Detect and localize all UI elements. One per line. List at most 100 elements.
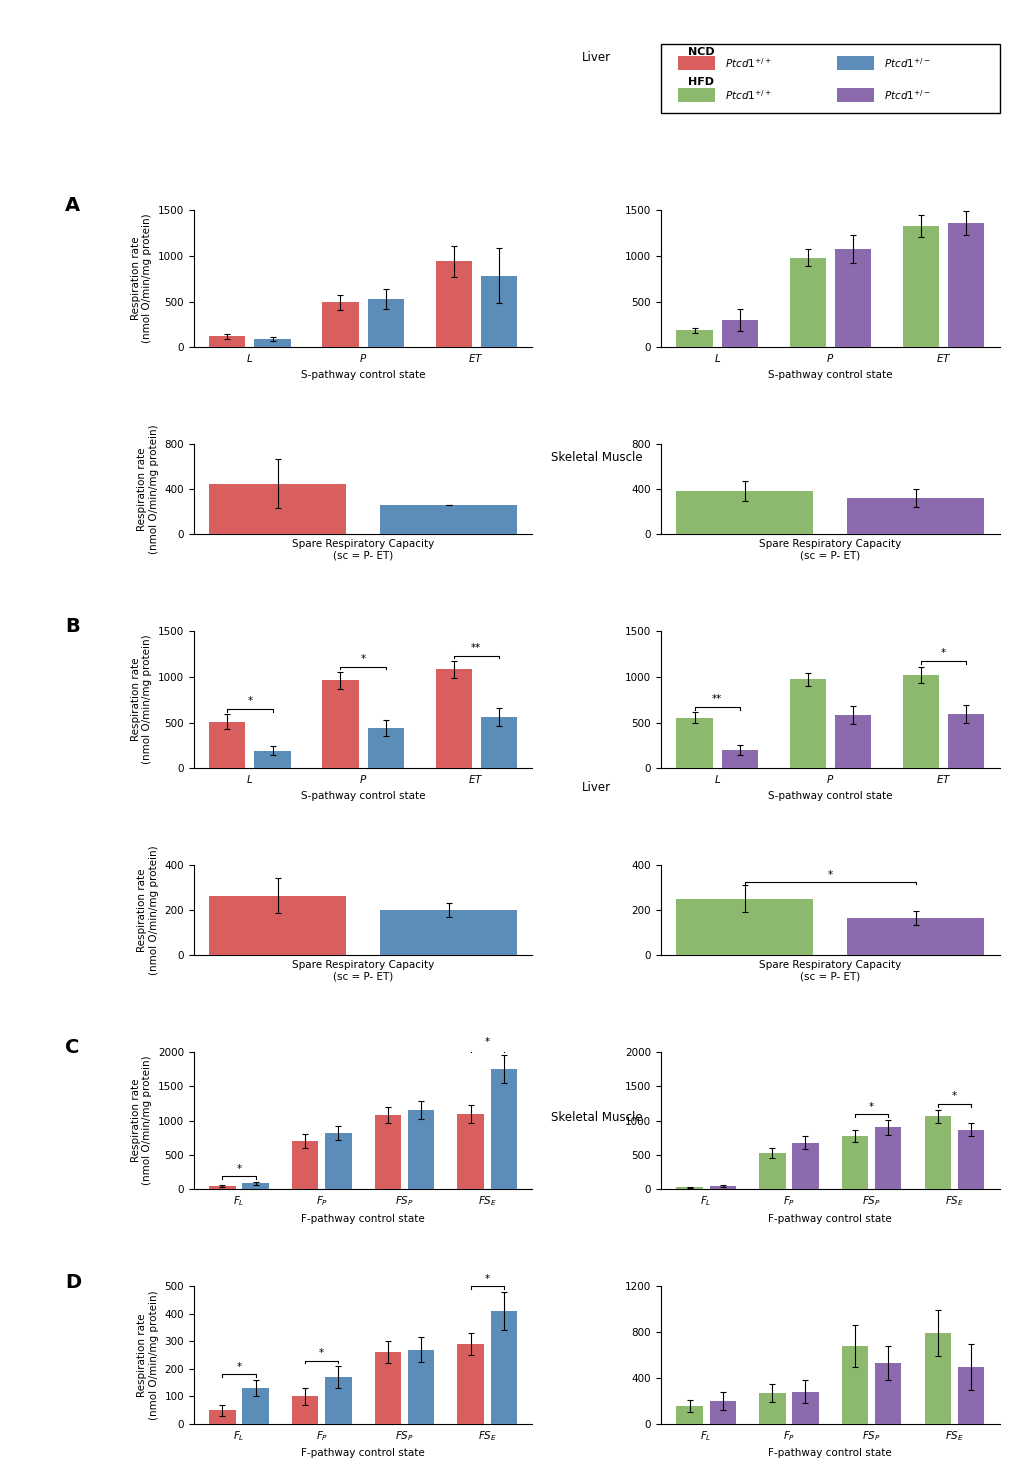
Text: $\it{Ptcd1^{+/-}}$: $\it{Ptcd1^{+/-}}$ [883,56,930,70]
Text: *: * [360,653,365,664]
X-axis label: S-pathway control state: S-pathway control state [301,791,425,802]
Bar [291,1396,318,1424]
Text: Liver: Liver [582,781,610,794]
Bar [676,898,812,954]
Text: C: C [65,1038,79,1057]
Bar [209,1186,235,1189]
Bar [490,1311,517,1424]
X-axis label: S-pathway control state: S-pathway control state [767,370,892,380]
Bar [325,1377,352,1424]
Text: A: A [65,197,81,214]
Text: Liver: Liver [582,51,610,65]
Bar [243,1389,268,1424]
Bar [325,1133,352,1189]
Bar [380,505,517,534]
Bar [676,492,812,534]
Text: B: B [65,617,79,636]
Text: *: * [236,1362,242,1371]
Bar [721,750,757,768]
Bar [457,1345,483,1424]
X-axis label: Spare Respiratory Capacity
(sc = P- ET): Spare Respiratory Capacity (sc = P- ET) [758,960,901,982]
Bar [435,669,471,768]
Bar [792,1142,818,1189]
Bar [847,918,983,954]
Y-axis label: Respiration rate
(nmol O/min/mg protein): Respiration rate (nmol O/min/mg protein) [138,424,159,553]
Text: *: * [484,1274,489,1283]
Bar [924,1333,950,1424]
Bar [254,750,290,768]
Bar [457,1114,483,1189]
Text: *: * [868,1101,873,1111]
Bar [380,910,517,954]
Bar [957,1367,983,1424]
Bar [841,1346,867,1424]
Bar [678,88,714,101]
X-axis label: F-pathway control state: F-pathway control state [767,1447,892,1458]
Y-axis label: Respiration rate
(nmol O/min/mg protein): Respiration rate (nmol O/min/mg protein) [138,846,159,975]
Bar [902,675,938,768]
Bar [676,1406,702,1424]
Bar [758,1393,785,1424]
Y-axis label: Respiration rate
(nmol O/min/mg protein): Respiration rate (nmol O/min/mg protein) [130,214,152,344]
Bar [721,320,757,348]
Text: Skeletal Muscle: Skeletal Muscle [550,1111,642,1124]
Bar [874,1364,901,1424]
Text: *: * [484,1036,489,1047]
Y-axis label: Respiration rate
(nmol O/min/mg protein): Respiration rate (nmol O/min/mg protein) [130,634,152,765]
Bar [834,715,870,768]
Bar [291,1141,318,1189]
Text: *: * [827,871,833,881]
Bar [834,250,870,348]
Bar [435,261,471,348]
Bar [322,302,359,348]
Bar [676,718,712,768]
Text: Skeletal Muscle: Skeletal Muscle [550,451,642,464]
Bar [209,336,246,348]
X-axis label: S-pathway control state: S-pathway control state [767,791,892,802]
X-axis label: F-pathway control state: F-pathway control state [301,1447,425,1458]
Text: NCD: NCD [688,47,714,57]
Y-axis label: Respiration rate
(nmol O/min/mg protein): Respiration rate (nmol O/min/mg protein) [138,1290,159,1420]
Text: *: * [940,649,945,658]
Bar [841,1136,867,1189]
Text: HFD: HFD [688,78,713,87]
Bar [837,88,873,101]
Text: $\it{Ptcd1^{+/-}}$: $\it{Ptcd1^{+/-}}$ [883,88,930,101]
Bar [758,1152,785,1189]
Bar [374,1116,400,1189]
Bar [792,1392,818,1424]
Bar [837,56,873,70]
Bar [874,1127,901,1189]
Bar [408,1110,434,1189]
Bar [676,330,712,348]
Bar [957,1129,983,1189]
Bar [322,680,359,768]
Text: *: * [951,1091,956,1101]
Bar [367,728,404,768]
Bar [367,299,404,348]
Bar [676,1188,702,1189]
Text: *: * [319,1348,324,1358]
X-axis label: F-pathway control state: F-pathway control state [767,1214,892,1224]
X-axis label: F-pathway control state: F-pathway control state [301,1214,425,1224]
Bar [709,1400,736,1424]
Bar [490,1069,517,1189]
Text: D: D [65,1273,82,1292]
Bar [947,715,983,768]
Bar [480,276,517,348]
Bar [709,1186,736,1189]
Bar [374,1352,400,1424]
Bar [947,223,983,348]
X-axis label: S-pathway control state: S-pathway control state [301,370,425,380]
Bar [209,483,345,534]
Bar [209,1411,235,1424]
Bar [243,1183,268,1189]
Text: *: * [236,1164,242,1173]
Bar [924,1117,950,1189]
Bar [678,56,714,70]
Bar [209,722,246,768]
Bar [408,1349,434,1424]
Text: **: ** [711,694,721,705]
Bar [254,339,290,348]
Bar [209,895,345,954]
